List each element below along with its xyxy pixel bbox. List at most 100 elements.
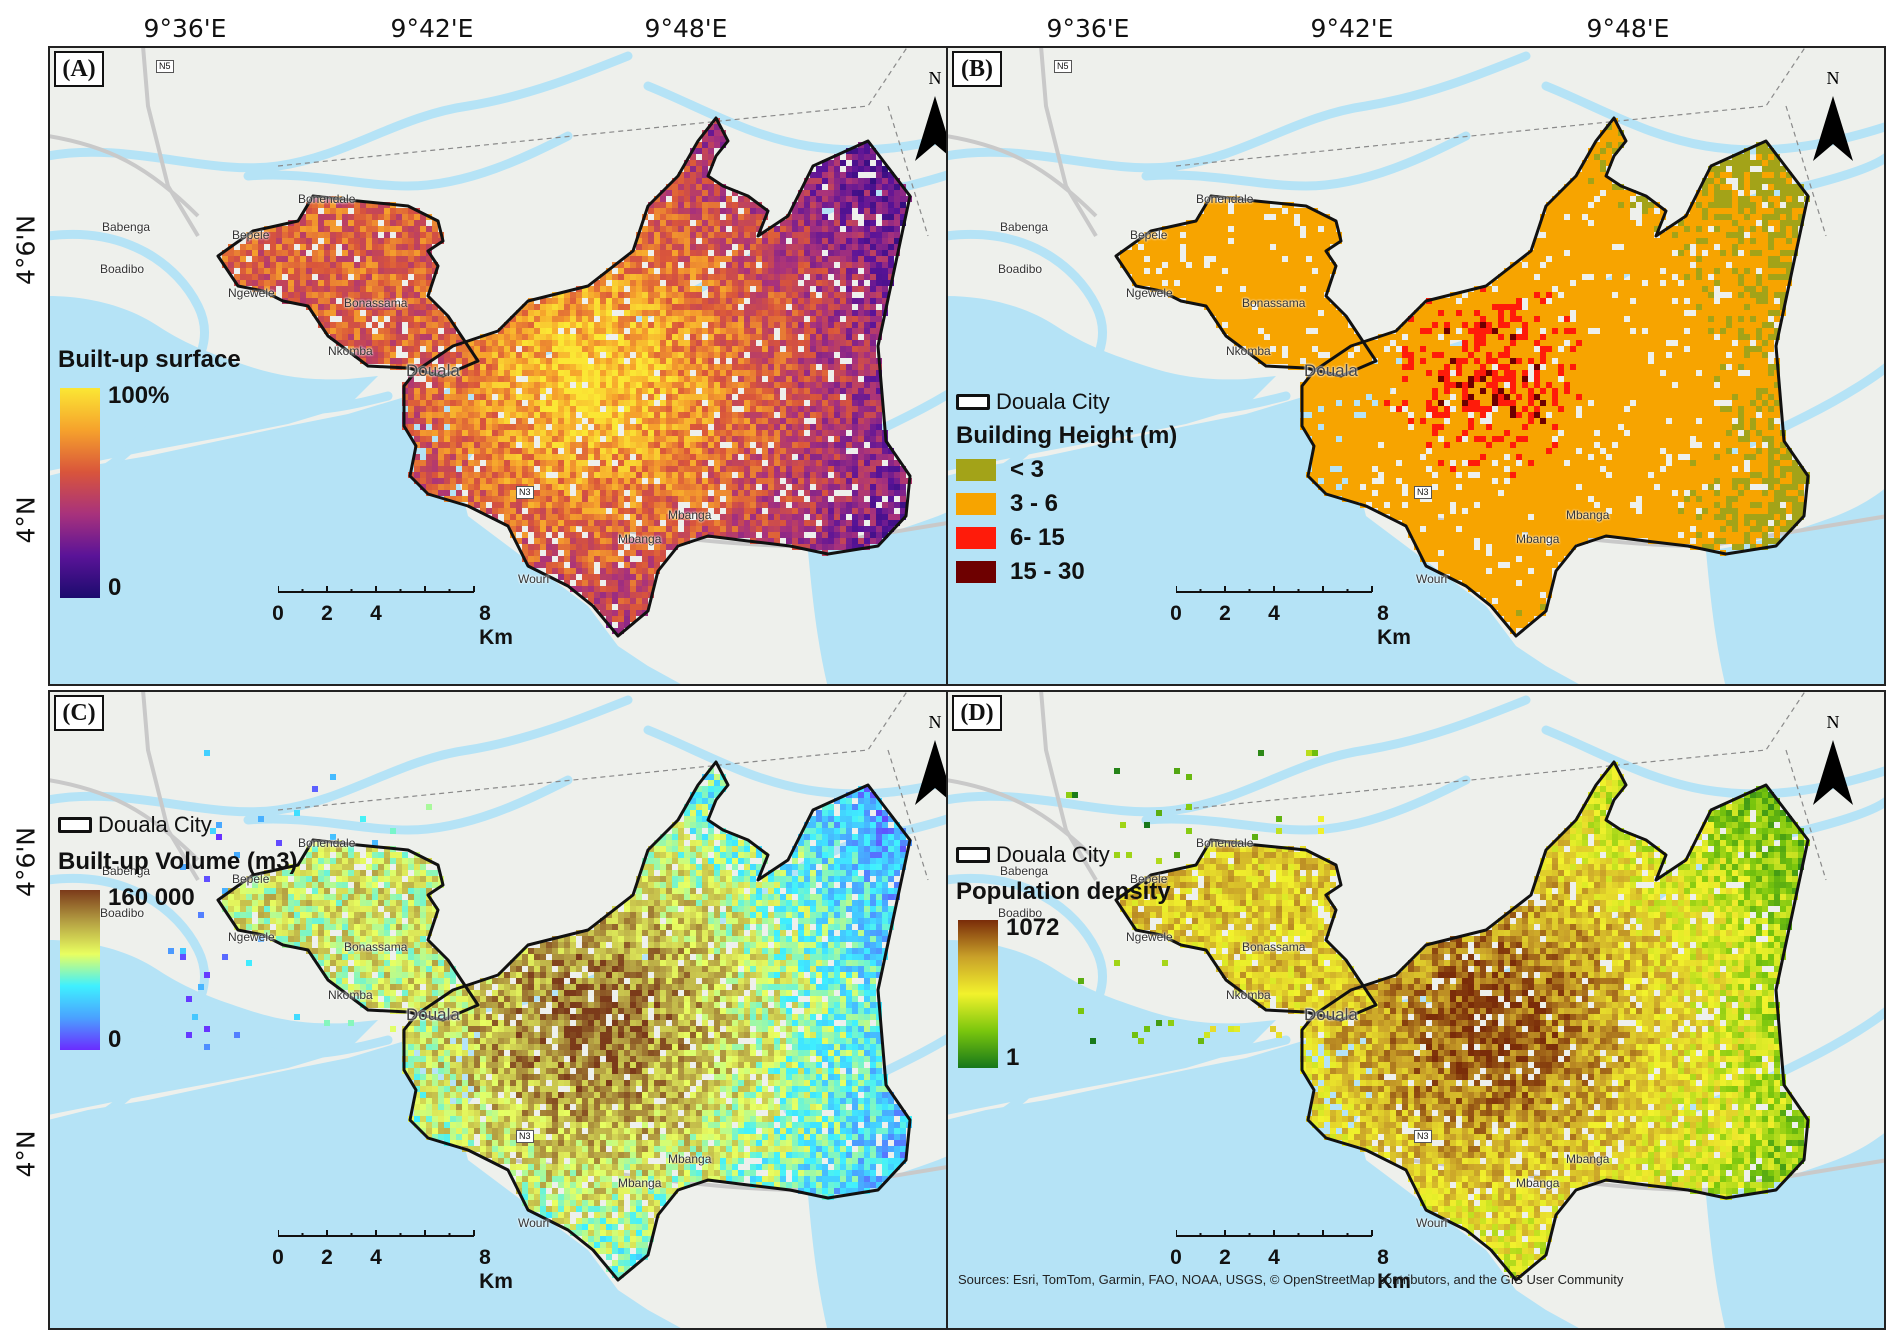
city-legend: Douala City (956, 842, 1110, 868)
place-label-boadibo: Boadibo (998, 906, 1043, 920)
road-shield-n3: N3 (1414, 486, 1432, 499)
place-label-bepele: Bepele (232, 228, 270, 242)
road-shield-n5: N5 (1054, 60, 1072, 73)
river (48, 695, 633, 817)
place-label-douala: Douala (1304, 1005, 1358, 1024)
place-label-bonassama: Bonassama (1242, 940, 1306, 954)
water-body (808, 487, 988, 686)
raster-layer-A (222, 118, 912, 634)
legend-swatch (956, 527, 996, 549)
basemap-A (48, 46, 988, 686)
scale-bar: 0 2 4 8 Km (1170, 586, 1411, 649)
panel-label-D: (D) (952, 695, 1002, 731)
water-body (48, 1020, 685, 1330)
north-arrow-icon: N (1813, 68, 1853, 161)
place-label-bonendale: Bonendale (298, 836, 356, 850)
scale-tick-label: 4 (370, 1246, 382, 1269)
road-shield-n5: N5 (156, 60, 174, 73)
place-label-wouri: Wouri (518, 572, 550, 586)
water-body (1706, 1131, 1886, 1330)
city-legend-label: Douala City (996, 842, 1110, 867)
lon-label-top-4: 9°36'E (1046, 14, 1130, 43)
river (1141, 131, 1471, 191)
place-label-nkomba: Nkomba (328, 344, 373, 358)
scale-tick-label: 0 (1170, 1246, 1182, 1269)
city-legend: Douala City (956, 389, 1110, 415)
raster-layer-D (1066, 750, 1810, 1278)
place-label-douala: Douala (406, 361, 460, 380)
place-label-mbanga: Mbanga (1566, 1152, 1610, 1166)
scale-tick-label: 2 (321, 602, 333, 625)
place-label-ngewele: Ngewele (1126, 930, 1173, 944)
lat-label-left-3: 4°6'N (11, 827, 41, 897)
place-label-bonendale: Bonendale (1196, 192, 1254, 206)
river (48, 230, 210, 501)
legend-swatch (956, 459, 996, 481)
attribution-text: Sources: Esri, TomTom, Garmin, FAO, NOAA… (958, 1272, 1624, 1287)
legend-class-row: 6- 15 (956, 524, 1065, 552)
place-label-bepele: Bepele (232, 872, 270, 886)
scale-tick-label: 0 (272, 1246, 284, 1269)
river (48, 51, 633, 173)
city-legend: Douala City (58, 812, 212, 838)
place-label-ngewele: Ngewele (1126, 286, 1173, 300)
water-body (48, 296, 378, 471)
lat-label-left-4: 4°N (11, 1130, 41, 1178)
north-arrow-icon: N (915, 712, 955, 805)
legend-swatch (956, 493, 996, 515)
city-boundary (402, 116, 912, 638)
lon-label-top-6: 9°48'E (1586, 14, 1670, 43)
place-label-bonendale: Bonendale (298, 192, 356, 206)
scale-bar: 0 2 4 8 Km (1170, 1230, 1411, 1293)
legend-swatch (956, 561, 996, 583)
lat-label-left-1: 4°6'N (11, 215, 41, 285)
place-label-babenga: Babenga (1000, 864, 1049, 878)
city-boundary (402, 760, 912, 1282)
legend-gradient (60, 388, 100, 598)
legend-class-label: 6- 15 (1010, 524, 1065, 551)
legend-class-row: < 3 (956, 456, 1044, 484)
legend-min-label: 1 (1006, 1044, 1020, 1071)
river (946, 695, 1531, 817)
panel-label-B: (B) (952, 51, 1002, 87)
place-label-babenga: Babenga (102, 220, 151, 234)
city-boundary (216, 838, 480, 1022)
river (946, 874, 1108, 1145)
water-body (946, 376, 1583, 686)
scale-tick-label: 8 Km (1377, 602, 1411, 649)
place-label-mbanga: Mbanga (668, 1152, 712, 1166)
place-label-wouri: Wouri (518, 1216, 550, 1230)
place-label-babenga: Babenga (1000, 220, 1049, 234)
city-boundary (1300, 760, 1810, 1282)
river (48, 361, 393, 415)
river (1141, 775, 1471, 835)
place-label-bonassama: Bonassama (344, 940, 408, 954)
legend-min-label: 0 (108, 574, 122, 601)
city-boundary (1114, 838, 1378, 1022)
admin-boundary (277, 690, 929, 881)
basemap-C (48, 690, 988, 1330)
scale-tick-label: 4 (1268, 1246, 1280, 1269)
basemap-B (946, 46, 1886, 686)
place-label-douala: Douala (406, 1005, 460, 1024)
map-panel-B: (B) Babenga Boadibo Bonendale Bepele Ngewele B… (946, 46, 1886, 686)
legend-title: Built-up Volume (m3) (58, 848, 298, 875)
river (243, 775, 573, 835)
water-body (1706, 487, 1886, 686)
road-shield-n3: N3 (516, 486, 534, 499)
city-legend-swatch (956, 847, 990, 863)
scale-tick-label: 0 (272, 602, 284, 625)
scale-tick-label: 2 (321, 1246, 333, 1269)
place-label-douala: Douala (1304, 361, 1358, 380)
legend-title: Population density (956, 878, 1171, 905)
place-label-wouri: Wouri (1416, 1216, 1448, 1230)
lon-label-top-5: 9°42'E (1310, 14, 1394, 43)
legend-class-row: 3 - 6 (956, 490, 1058, 518)
river (243, 131, 573, 191)
scale-tick-label: 4 (1268, 602, 1280, 625)
legend-title: Building Height (m) (956, 422, 1178, 449)
legend-max-label: 160 000 (108, 884, 195, 911)
water-body (48, 940, 378, 1115)
river (946, 230, 1108, 501)
place-label-bonassama: Bonassama (344, 296, 408, 310)
